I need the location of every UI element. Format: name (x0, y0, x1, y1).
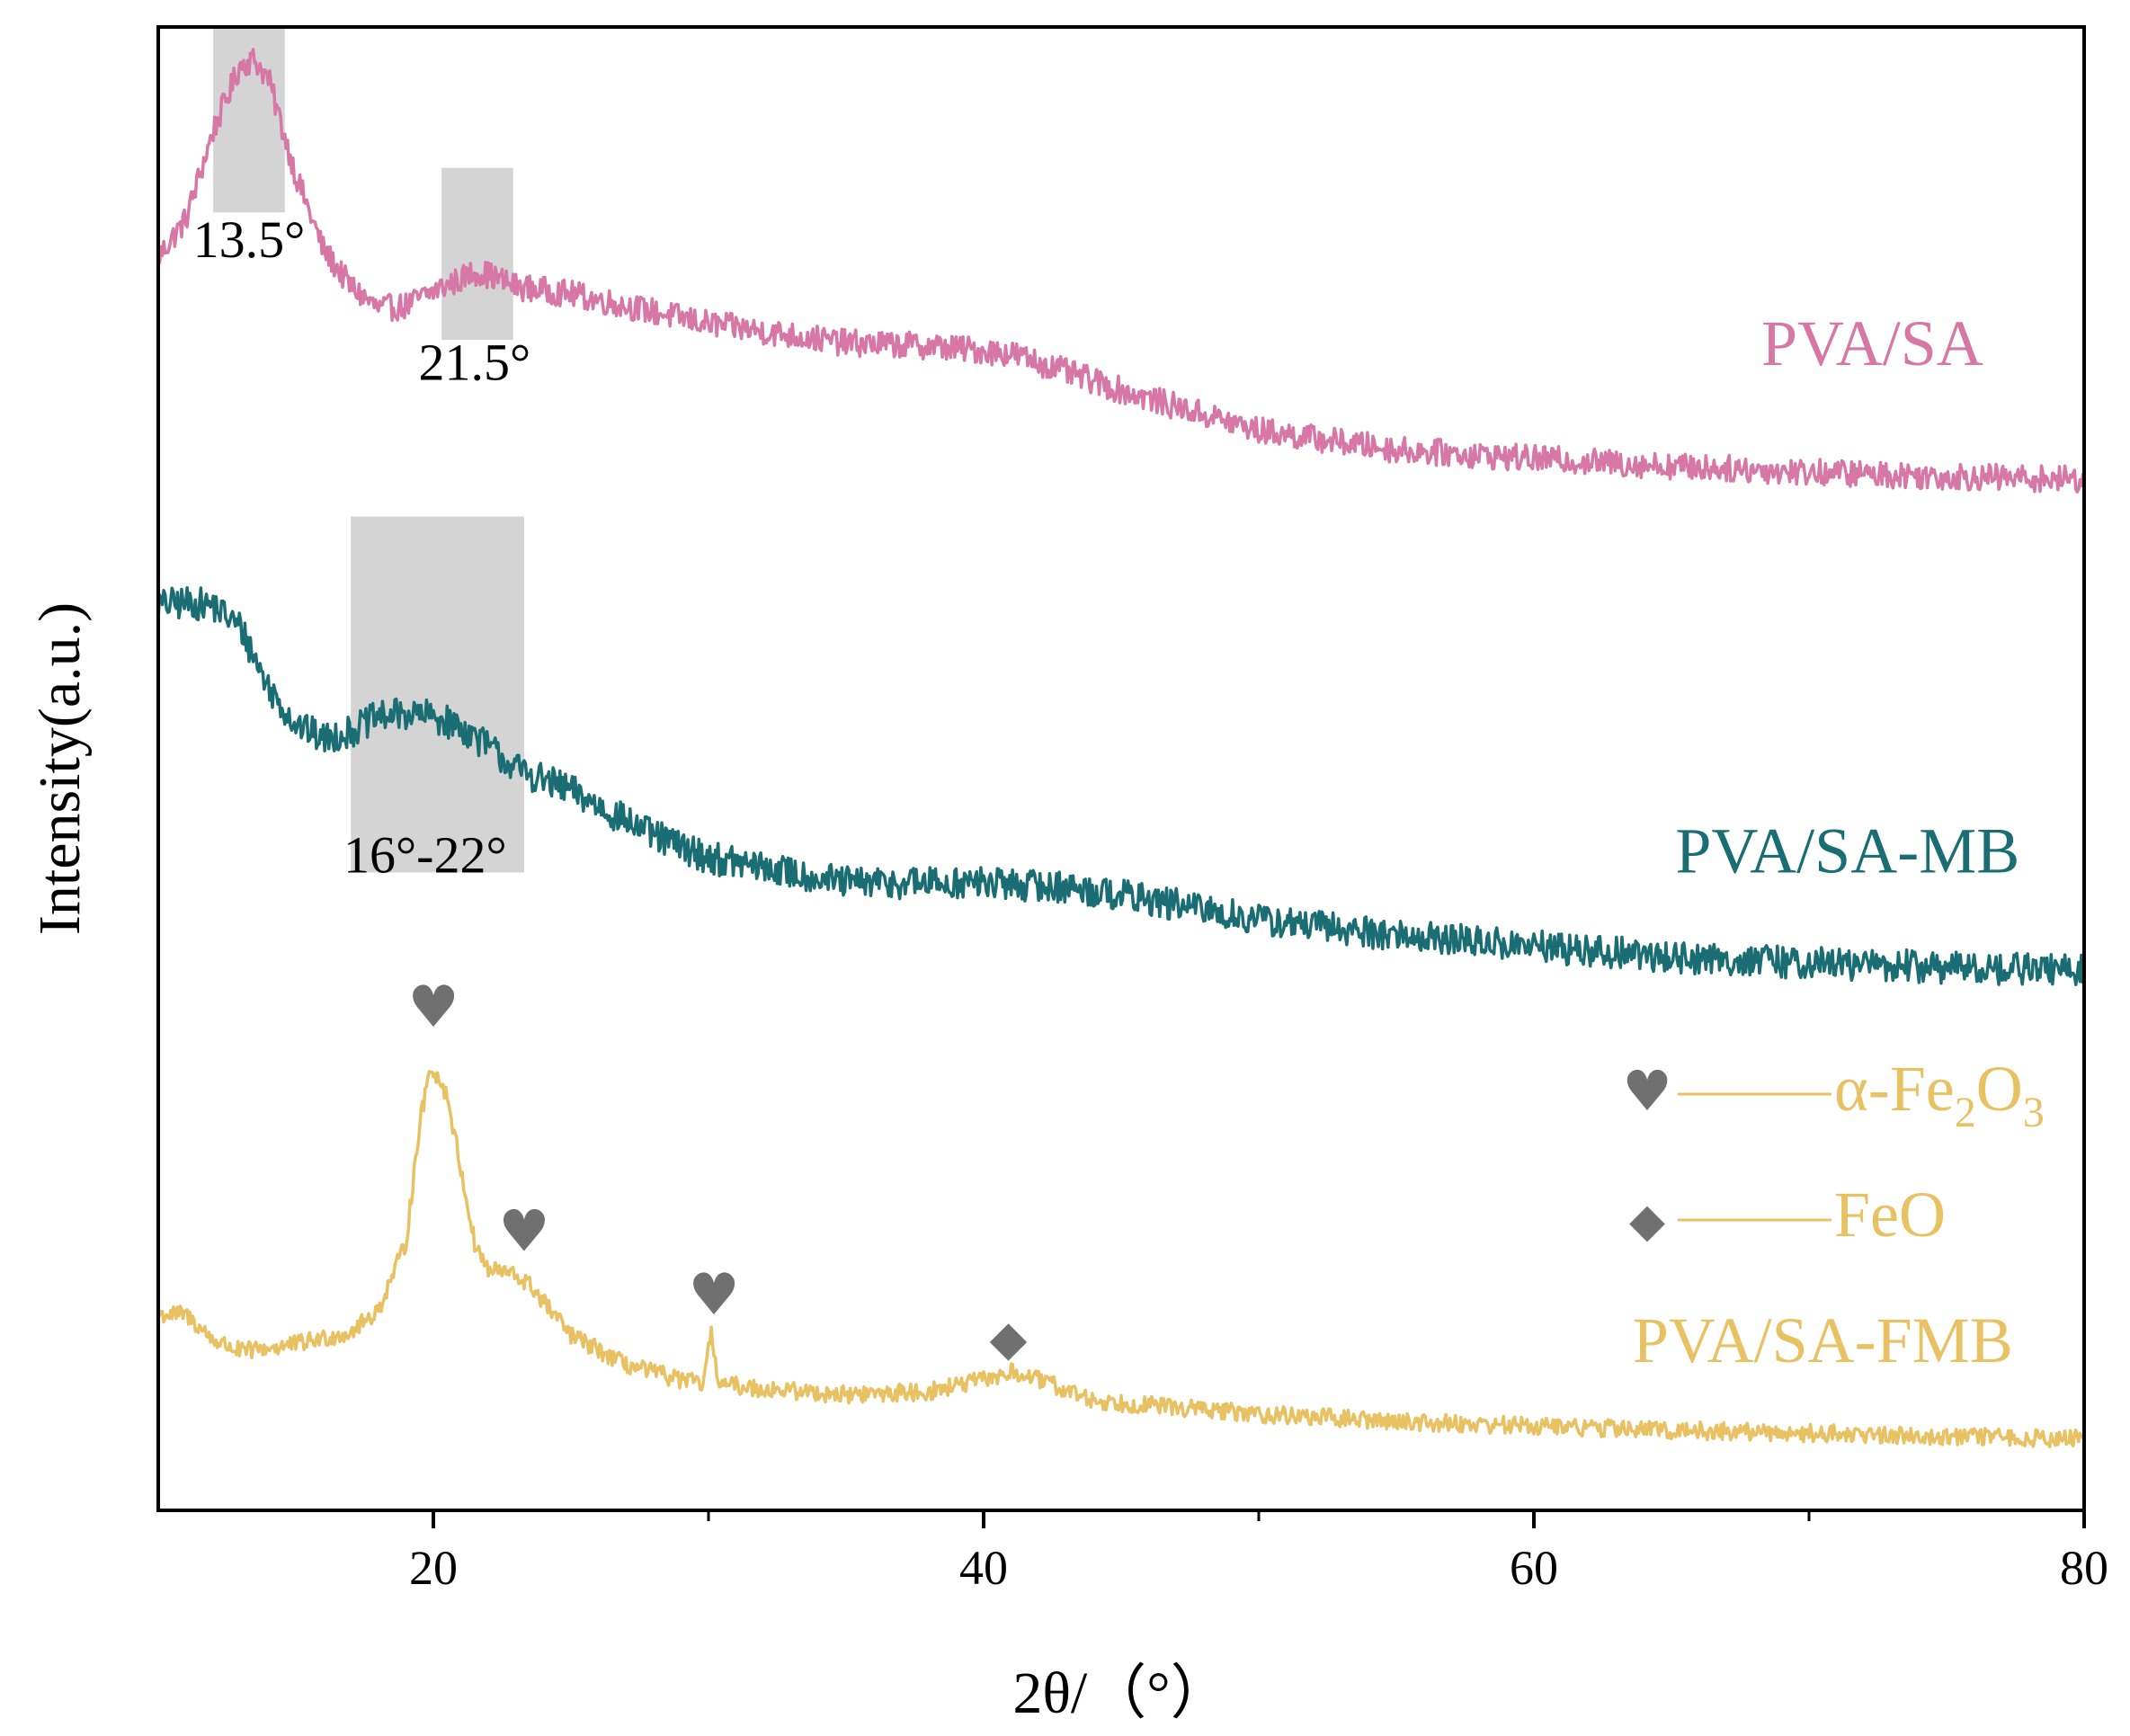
peak-annotations: 13.5° 21.5° 16°-22° (193, 210, 531, 885)
peak-annotation-2: 21.5° (419, 334, 531, 392)
heart-legend-icon: ♥ (1622, 1058, 1672, 1124)
legend-label: FeO (1834, 1179, 1946, 1251)
highlight-region-3 (351, 516, 524, 873)
series-line-pva-sa-mb (156, 586, 2086, 986)
diamond-marker-4: ◆ (990, 1310, 1028, 1367)
series-line-pva-sa (156, 48, 2086, 494)
series-lines (156, 48, 2086, 1449)
series-line-pva-sa-fmb (157, 1070, 2086, 1449)
x-tick-label-80: 80 (2060, 1541, 2108, 1595)
plot-frame (156, 25, 2086, 1512)
peak-annotation-1: 13.5° (193, 210, 306, 269)
x-axis: 20 40 60 80 (409, 1510, 2108, 1595)
heart-marker-3: ♥ (688, 1262, 739, 1329)
legend-item-2: ◆ FeO (1629, 1179, 1946, 1251)
heart-marker-2: ♥ (498, 1198, 549, 1265)
x-axis-title: 2θ/（°） (1012, 1660, 1229, 1726)
peak-annotation-3: 16°-22° (343, 826, 507, 885)
series-labels: PVA/SA PVA/SA-MB PVA/SA-FMB (1633, 307, 2019, 1376)
series-label-pva-sa-fmb: PVA/SA-FMB (1633, 1304, 2013, 1376)
x-tick-label-20: 20 (409, 1541, 458, 1595)
diamond-legend-icon: ◆ (1629, 1194, 1665, 1248)
legend-item-1: ♥ α-Fe2O3 (1622, 1053, 2045, 1136)
x-tick-label-40: 40 (959, 1541, 1008, 1595)
legend-label: α-Fe2O3 (1834, 1053, 2045, 1136)
heart-marker-1: ♥ (407, 975, 459, 1041)
highlight-regions (213, 27, 524, 873)
peak-markers: ♥ ♥ ♥ ◆ (407, 975, 1027, 1367)
series-label-pva-sa: PVA/SA (1761, 307, 1983, 379)
y-axis-title: Intensity(a.u.) (27, 602, 93, 935)
x-tick-label-60: 60 (1510, 1541, 1558, 1595)
legend: ♥ α-Fe2O3 ◆ FeO (1622, 1053, 2045, 1251)
highlight-region-2 (441, 167, 513, 341)
series-label-pva-sa-mb: PVA/SA-MB (1675, 815, 2019, 887)
